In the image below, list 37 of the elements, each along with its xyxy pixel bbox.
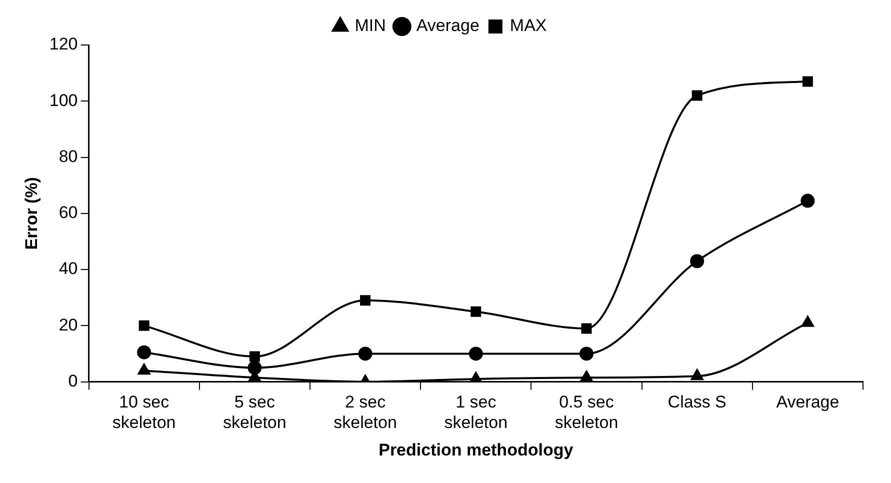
- x-tick-label: 10 sec skeleton: [112, 392, 176, 432]
- x-axis-title: Prediction methodology: [378, 440, 574, 460]
- x-tick-label: 0.5 sec skeleton: [554, 392, 618, 432]
- point: [470, 306, 482, 317]
- legend-label: MAX: [510, 16, 547, 36]
- y-tick-label: 40: [58, 259, 78, 278]
- y-tick-label: 100: [49, 90, 78, 110]
- point: [358, 346, 372, 361]
- y-tick-label: 120: [49, 34, 78, 54]
- point: [580, 370, 593, 382]
- x-tick-label: 1 sec skeleton: [444, 392, 508, 432]
- point: [137, 345, 152, 360]
- legend-label: Average: [416, 16, 480, 36]
- point: [360, 295, 371, 306]
- point: [579, 346, 594, 361]
- x-tick-label: Average: [776, 392, 840, 412]
- x-tick-label: 5 sec skeleton: [223, 392, 286, 432]
- point: [138, 364, 150, 375]
- point: [802, 316, 814, 327]
- point: [249, 351, 260, 362]
- point: [468, 346, 483, 361]
- y-tick-label: 20: [58, 315, 78, 334]
- y-tick-label: 60: [58, 203, 78, 222]
- x-tick-label: Class S: [668, 392, 726, 412]
- legend-label: MIN: [354, 16, 386, 36]
- y-axis-title: Error (%): [22, 177, 41, 250]
- point: [690, 254, 704, 268]
- point: [248, 360, 262, 375]
- point: [800, 194, 815, 208]
- x-tick-label: 2 sec skeleton: [334, 392, 397, 432]
- point: [692, 90, 702, 101]
- y-tick-label: 0: [68, 371, 78, 390]
- y-tick-label: 80: [58, 146, 78, 166]
- point: [581, 323, 592, 334]
- point: [690, 369, 704, 380]
- point: [802, 76, 813, 87]
- point: [138, 320, 150, 331]
